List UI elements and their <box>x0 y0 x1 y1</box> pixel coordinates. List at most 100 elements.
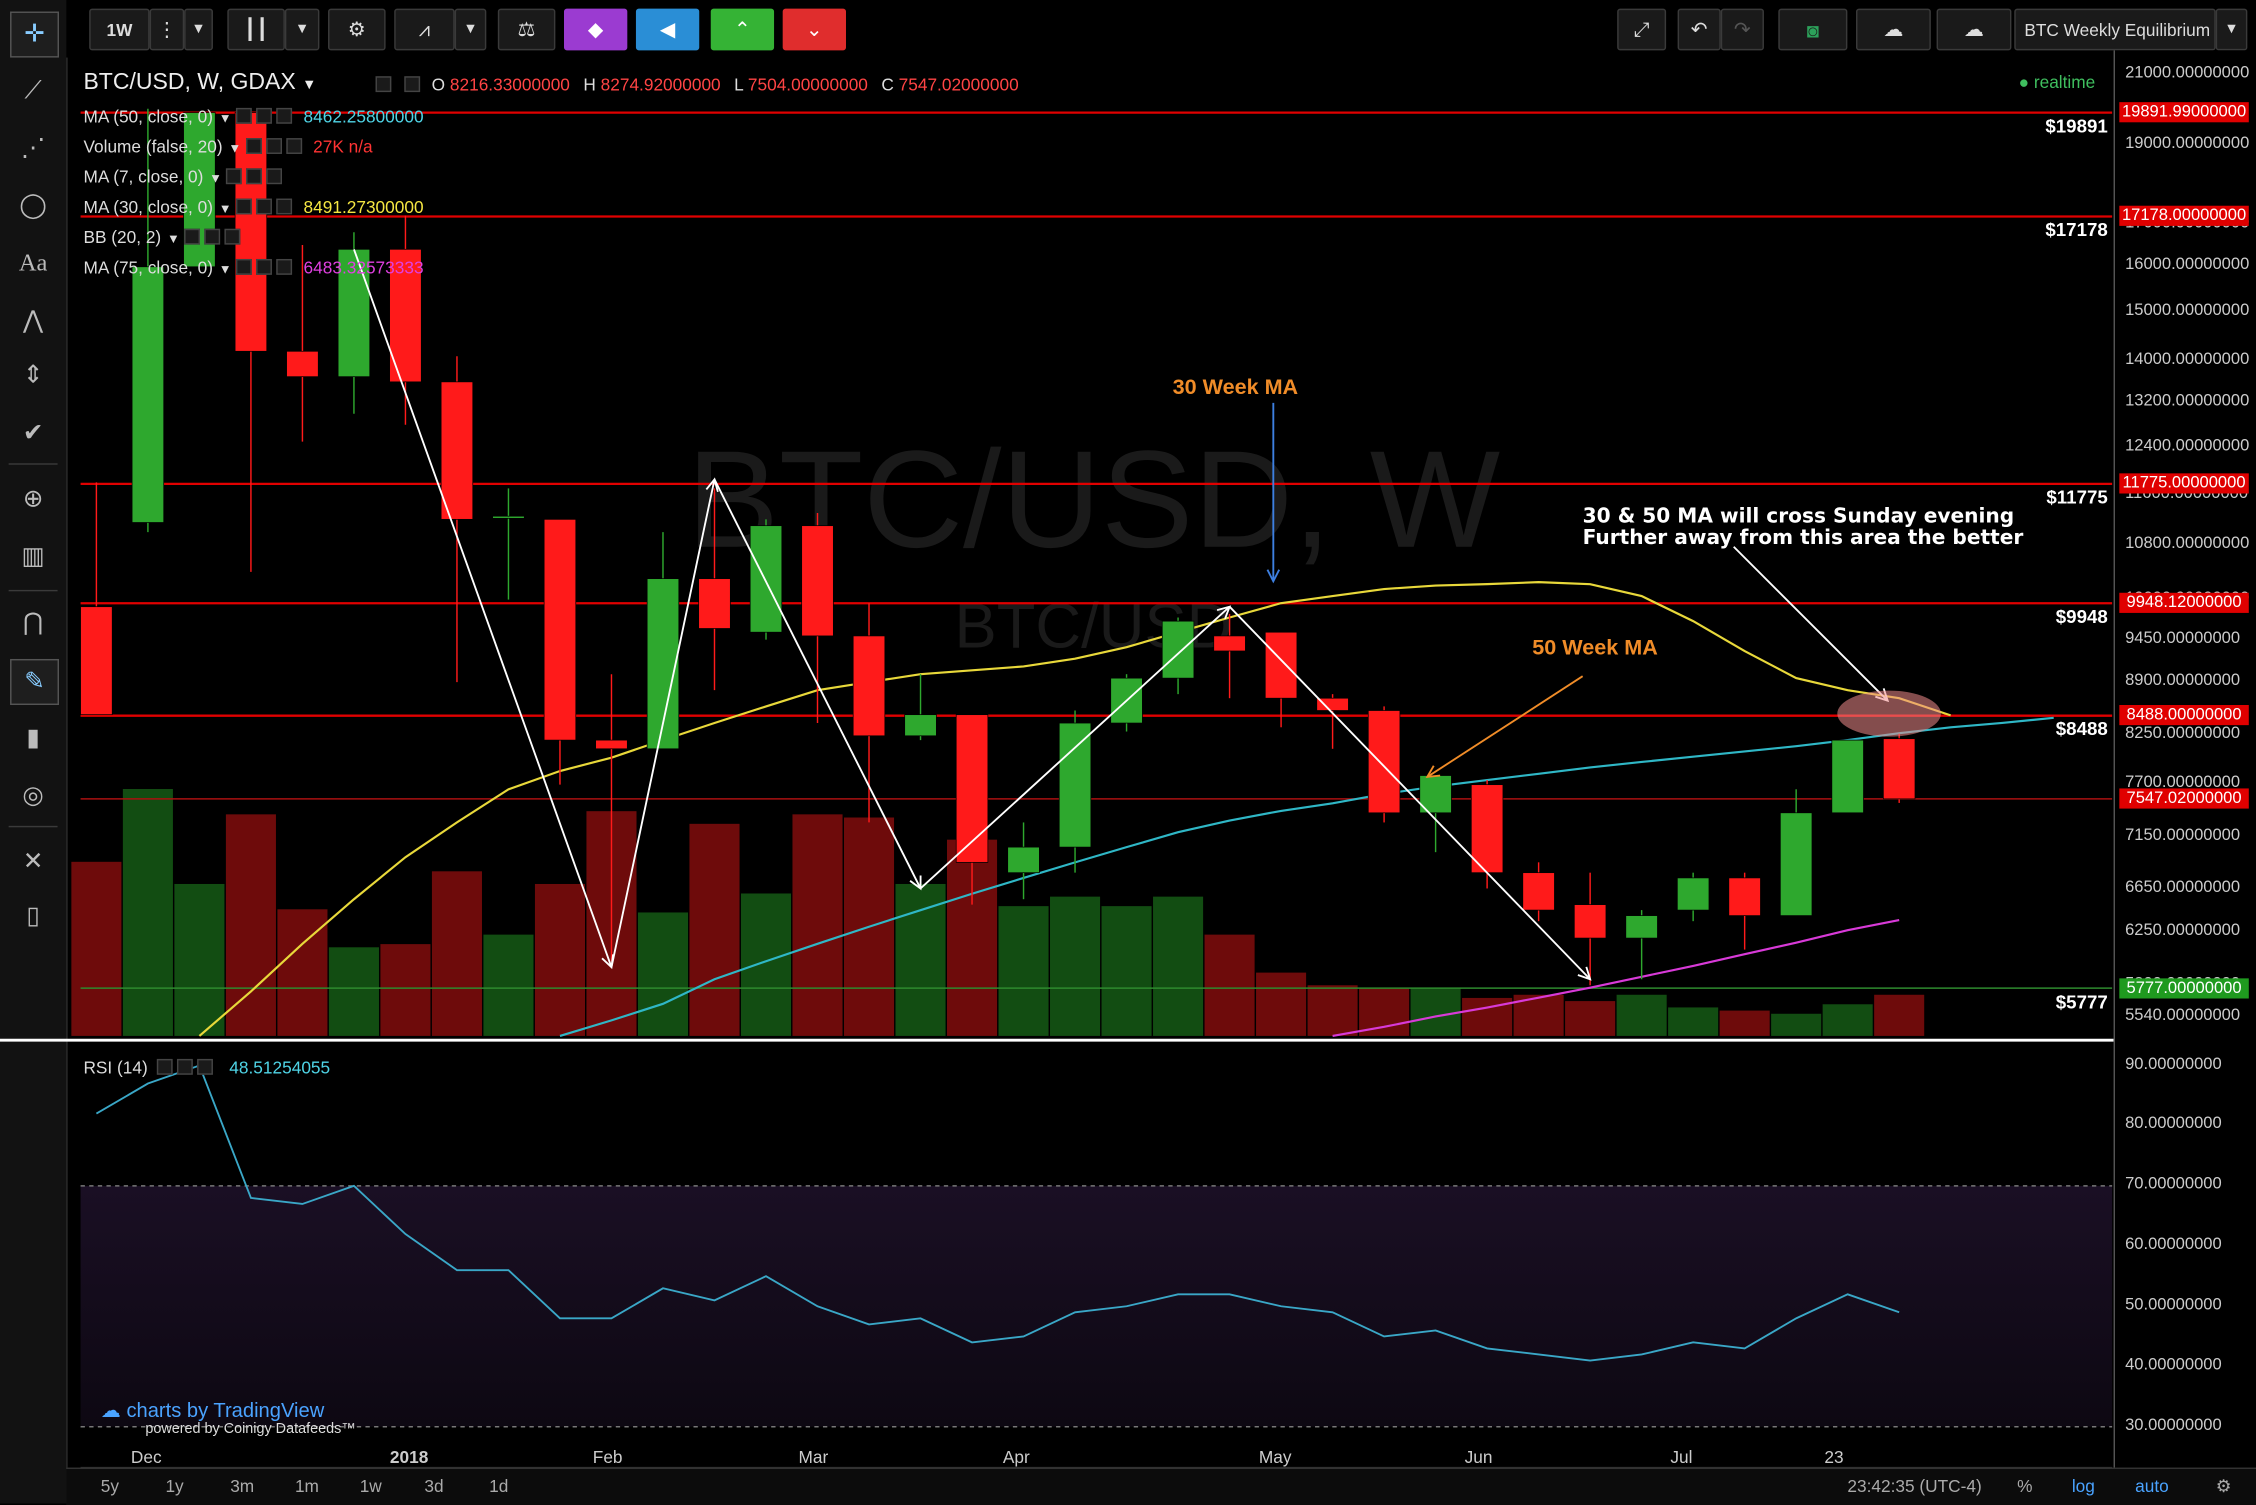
indicator-legend[interactable]: BB (20, 2) ▼ <box>83 226 241 249</box>
buy-up-icon[interactable]: ⌃ <box>710 8 775 51</box>
interval-button[interactable]: 1W <box>89 8 150 51</box>
rsi-eye-icon[interactable] <box>156 1058 173 1075</box>
interval-dropdown-icon[interactable]: ▼ <box>184 8 213 51</box>
compare-scale-icon[interactable]: ⚖ <box>497 8 556 51</box>
crosshair-icon[interactable]: ✛ <box>10 11 59 58</box>
eye-icon[interactable] <box>235 258 252 275</box>
rsi-settings-icon[interactable] <box>177 1058 193 1075</box>
close-icon[interactable] <box>276 107 293 124</box>
magnet-icon[interactable]: ⋂ <box>23 608 44 636</box>
chart-layout-name[interactable]: BTC Weekly Equilibrium <box>2014 8 2216 51</box>
swing-line[interactable] <box>919 606 1231 890</box>
symbol-dropdown-icon[interactable]: ▼ <box>302 77 317 94</box>
indicator-legend[interactable]: MA (7, close, 0) ▼ <box>83 165 283 188</box>
tradingview-logo[interactable]: ☁ charts by TradingView <box>101 1398 325 1422</box>
settings-icon[interactable] <box>256 198 272 215</box>
range-button[interactable]: 5y <box>100 1476 119 1497</box>
indicator-legend[interactable]: MA (75, close, 0) ▼ 6483.32573333 <box>83 256 423 279</box>
settings-gear-icon[interactable]: ⚙ <box>2215 1476 2232 1497</box>
swing-line[interactable] <box>713 478 922 889</box>
settings-icon[interactable] <box>204 228 221 245</box>
log-toggle[interactable]: log <box>2071 1476 2095 1497</box>
pattern-icon[interactable]: ⋀ <box>23 306 44 334</box>
swing-line[interactable] <box>1228 606 1591 980</box>
range-button[interactable]: 1m <box>294 1476 319 1497</box>
pencil-icon[interactable]: ✎ <box>10 658 59 705</box>
chevron-down-icon[interactable]: ▼ <box>218 110 232 126</box>
close-icon[interactable] <box>285 138 302 154</box>
chevron-down-icon[interactable]: ▼ <box>166 231 180 247</box>
layout-dropdown-icon[interactable]: ▼ <box>2215 8 2248 51</box>
rsi-close-icon[interactable] <box>197 1058 213 1075</box>
redo-icon[interactable]: ↷ <box>1720 8 1764 51</box>
trash-icon[interactable]: ▯ <box>26 902 40 930</box>
eye-icon[interactable] <box>184 228 200 245</box>
trend-line-icon[interactable]: ⟋ <box>24 76 42 104</box>
range-button[interactable]: 1w <box>359 1476 382 1497</box>
annotation-arrow[interactable] <box>1733 546 1889 702</box>
cube-icon[interactable]: ◆ <box>563 8 628 51</box>
close-icon[interactable] <box>276 258 293 275</box>
menu-dots-icon[interactable]: ⋮ <box>149 8 185 51</box>
eye-icon[interactable] <box>235 198 252 215</box>
settings-icon[interactable] <box>246 168 263 185</box>
cloud-save-icon[interactable]: ☁ <box>1856 8 1931 51</box>
undo-icon[interactable]: ↶ <box>1677 8 1721 51</box>
range-button[interactable]: 3m <box>230 1476 255 1497</box>
chevron-down-icon[interactable]: ▼ <box>209 171 222 186</box>
zoom-icon[interactable]: ⊕ <box>22 484 44 513</box>
cloud-upload-icon[interactable]: ☁ <box>1936 8 2012 51</box>
text-icon[interactable]: Aa <box>18 248 48 277</box>
eye-toggle-icon[interactable] <box>375 76 392 93</box>
range-button[interactable]: 1d <box>489 1476 509 1497</box>
eye-icon[interactable] <box>235 107 252 124</box>
settings-icon[interactable] <box>265 138 282 154</box>
indicator-legend[interactable]: MA (50, close, 0) ▼ 8462.25800000 <box>83 105 423 128</box>
price-axis[interactable] <box>2113 50 2256 1468</box>
crossover-highlight[interactable] <box>1837 690 1941 737</box>
last-price-tag: 7547.02000000 <box>2119 788 2249 809</box>
auto-toggle[interactable]: auto <box>2135 1476 2169 1497</box>
swing-lines <box>353 248 1592 981</box>
indicator-legend[interactable]: MA (30, close, 0) ▼ 8491.27300000 <box>83 196 423 219</box>
chevron-down-icon[interactable]: ▼ <box>218 261 232 277</box>
percent-toggle[interactable]: % <box>2017 1476 2033 1497</box>
measure-icon[interactable]: ⇕ <box>22 361 44 389</box>
close-icon[interactable] <box>224 228 241 245</box>
indicator-legend[interactable]: Volume (false, 20) ▼ 27K n/a <box>83 135 372 158</box>
close-icon[interactable] <box>276 198 293 215</box>
ellipse-icon[interactable]: ◯ <box>19 191 47 219</box>
annotation-arrow[interactable] <box>1426 675 1584 778</box>
fullscreen-icon[interactable]: ⤢ <box>1617 8 1667 51</box>
chevron-down-icon[interactable]: ▼ <box>218 201 232 216</box>
eye-icon[interactable] <box>226 168 243 185</box>
candles-icon[interactable]: ┃┃ <box>227 8 285 51</box>
swing-line[interactable] <box>610 479 716 968</box>
eye-icon[interactable] <box>245 138 262 154</box>
settings-icon[interactable] <box>404 76 421 93</box>
symbol-title[interactable]: BTC/USD, W, GDAX ▼ <box>83 70 316 96</box>
sell-down-icon[interactable]: ⌄ <box>782 8 846 51</box>
candle <box>80 606 113 716</box>
settings-icon[interactable] <box>256 258 272 275</box>
bars-icon[interactable]: ▥ <box>21 542 45 570</box>
settings-icon[interactable] <box>256 107 272 124</box>
candle <box>1779 812 1813 916</box>
fib-icon[interactable]: ⋰ <box>20 133 46 162</box>
close-icon[interactable] <box>266 168 283 185</box>
range-button[interactable]: 3d <box>424 1476 444 1497</box>
check-icon[interactable]: ✔ <box>22 418 44 447</box>
camera-icon[interactable]: ◙ <box>1778 8 1848 51</box>
chevron-down-icon[interactable]: ▼ <box>228 140 242 156</box>
range-button[interactable]: 1y <box>165 1476 184 1497</box>
swing-line[interactable] <box>353 248 613 968</box>
tools-icon[interactable]: ✕ <box>22 847 44 875</box>
indicators-icon[interactable]: ⩘ <box>394 8 455 51</box>
eye-icon[interactable]: ◎ <box>22 781 44 809</box>
settings-gear-icon[interactable]: ⚙ <box>328 8 386 51</box>
indicators-dropdown-icon[interactable]: ▼ <box>454 8 487 51</box>
lock-icon[interactable]: ▮ <box>26 723 40 752</box>
chart-type-dropdown-icon[interactable]: ▼ <box>284 8 320 51</box>
megaphone-icon[interactable]: ◀ <box>635 8 700 51</box>
